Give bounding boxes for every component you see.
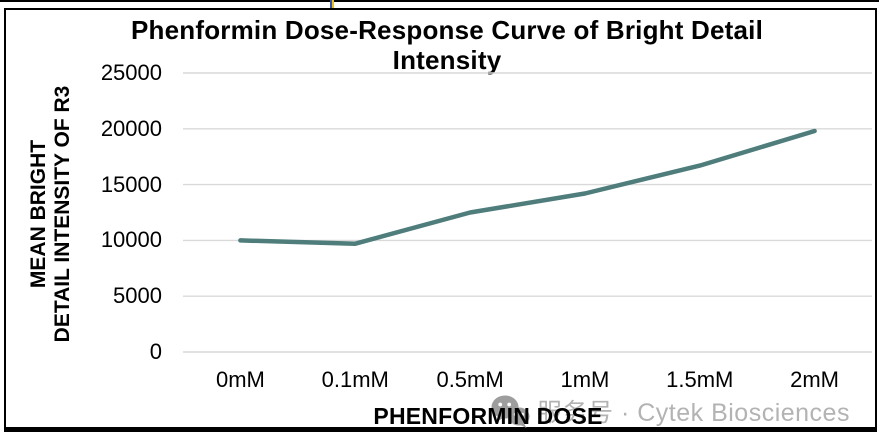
wechat-icon — [491, 395, 530, 428]
y-tick-label: 0 — [149, 339, 162, 364]
chart-border-frame — [4, 8, 877, 432]
cropped-top-border-line — [0, 0, 879, 2]
x-tick-label: 0mM — [215, 367, 265, 392]
y-tick-label: 5000 — [113, 283, 162, 309]
y-tick-label: 15000 — [100, 171, 162, 197]
y-tick-label: 20000 — [100, 115, 162, 141]
chart-title: Phenformin Dose-Response Curve of Bright… — [130, 15, 764, 75]
y-tick-label: 25000 — [100, 60, 162, 85]
y-tick-label: 10000 — [100, 227, 162, 253]
x-axis-title: PHENFORMIN DOSE — [373, 403, 603, 429]
x-tick-label: 0.5mM — [436, 367, 504, 392]
dose-response-line — [238, 128, 817, 246]
watermark: 服务号 · Cytek Biosciences — [490, 393, 850, 429]
cursor-artifact — [330, 0, 334, 8]
x-tick-label: 1.5mM — [666, 367, 734, 392]
x-tick-label: 1mM — [560, 367, 610, 392]
x-tick-label: 2mM — [790, 367, 840, 392]
x-tick-label: 0.1mM — [321, 367, 389, 392]
watermark-text: 服务号 · Cytek Biosciences — [537, 399, 850, 427]
